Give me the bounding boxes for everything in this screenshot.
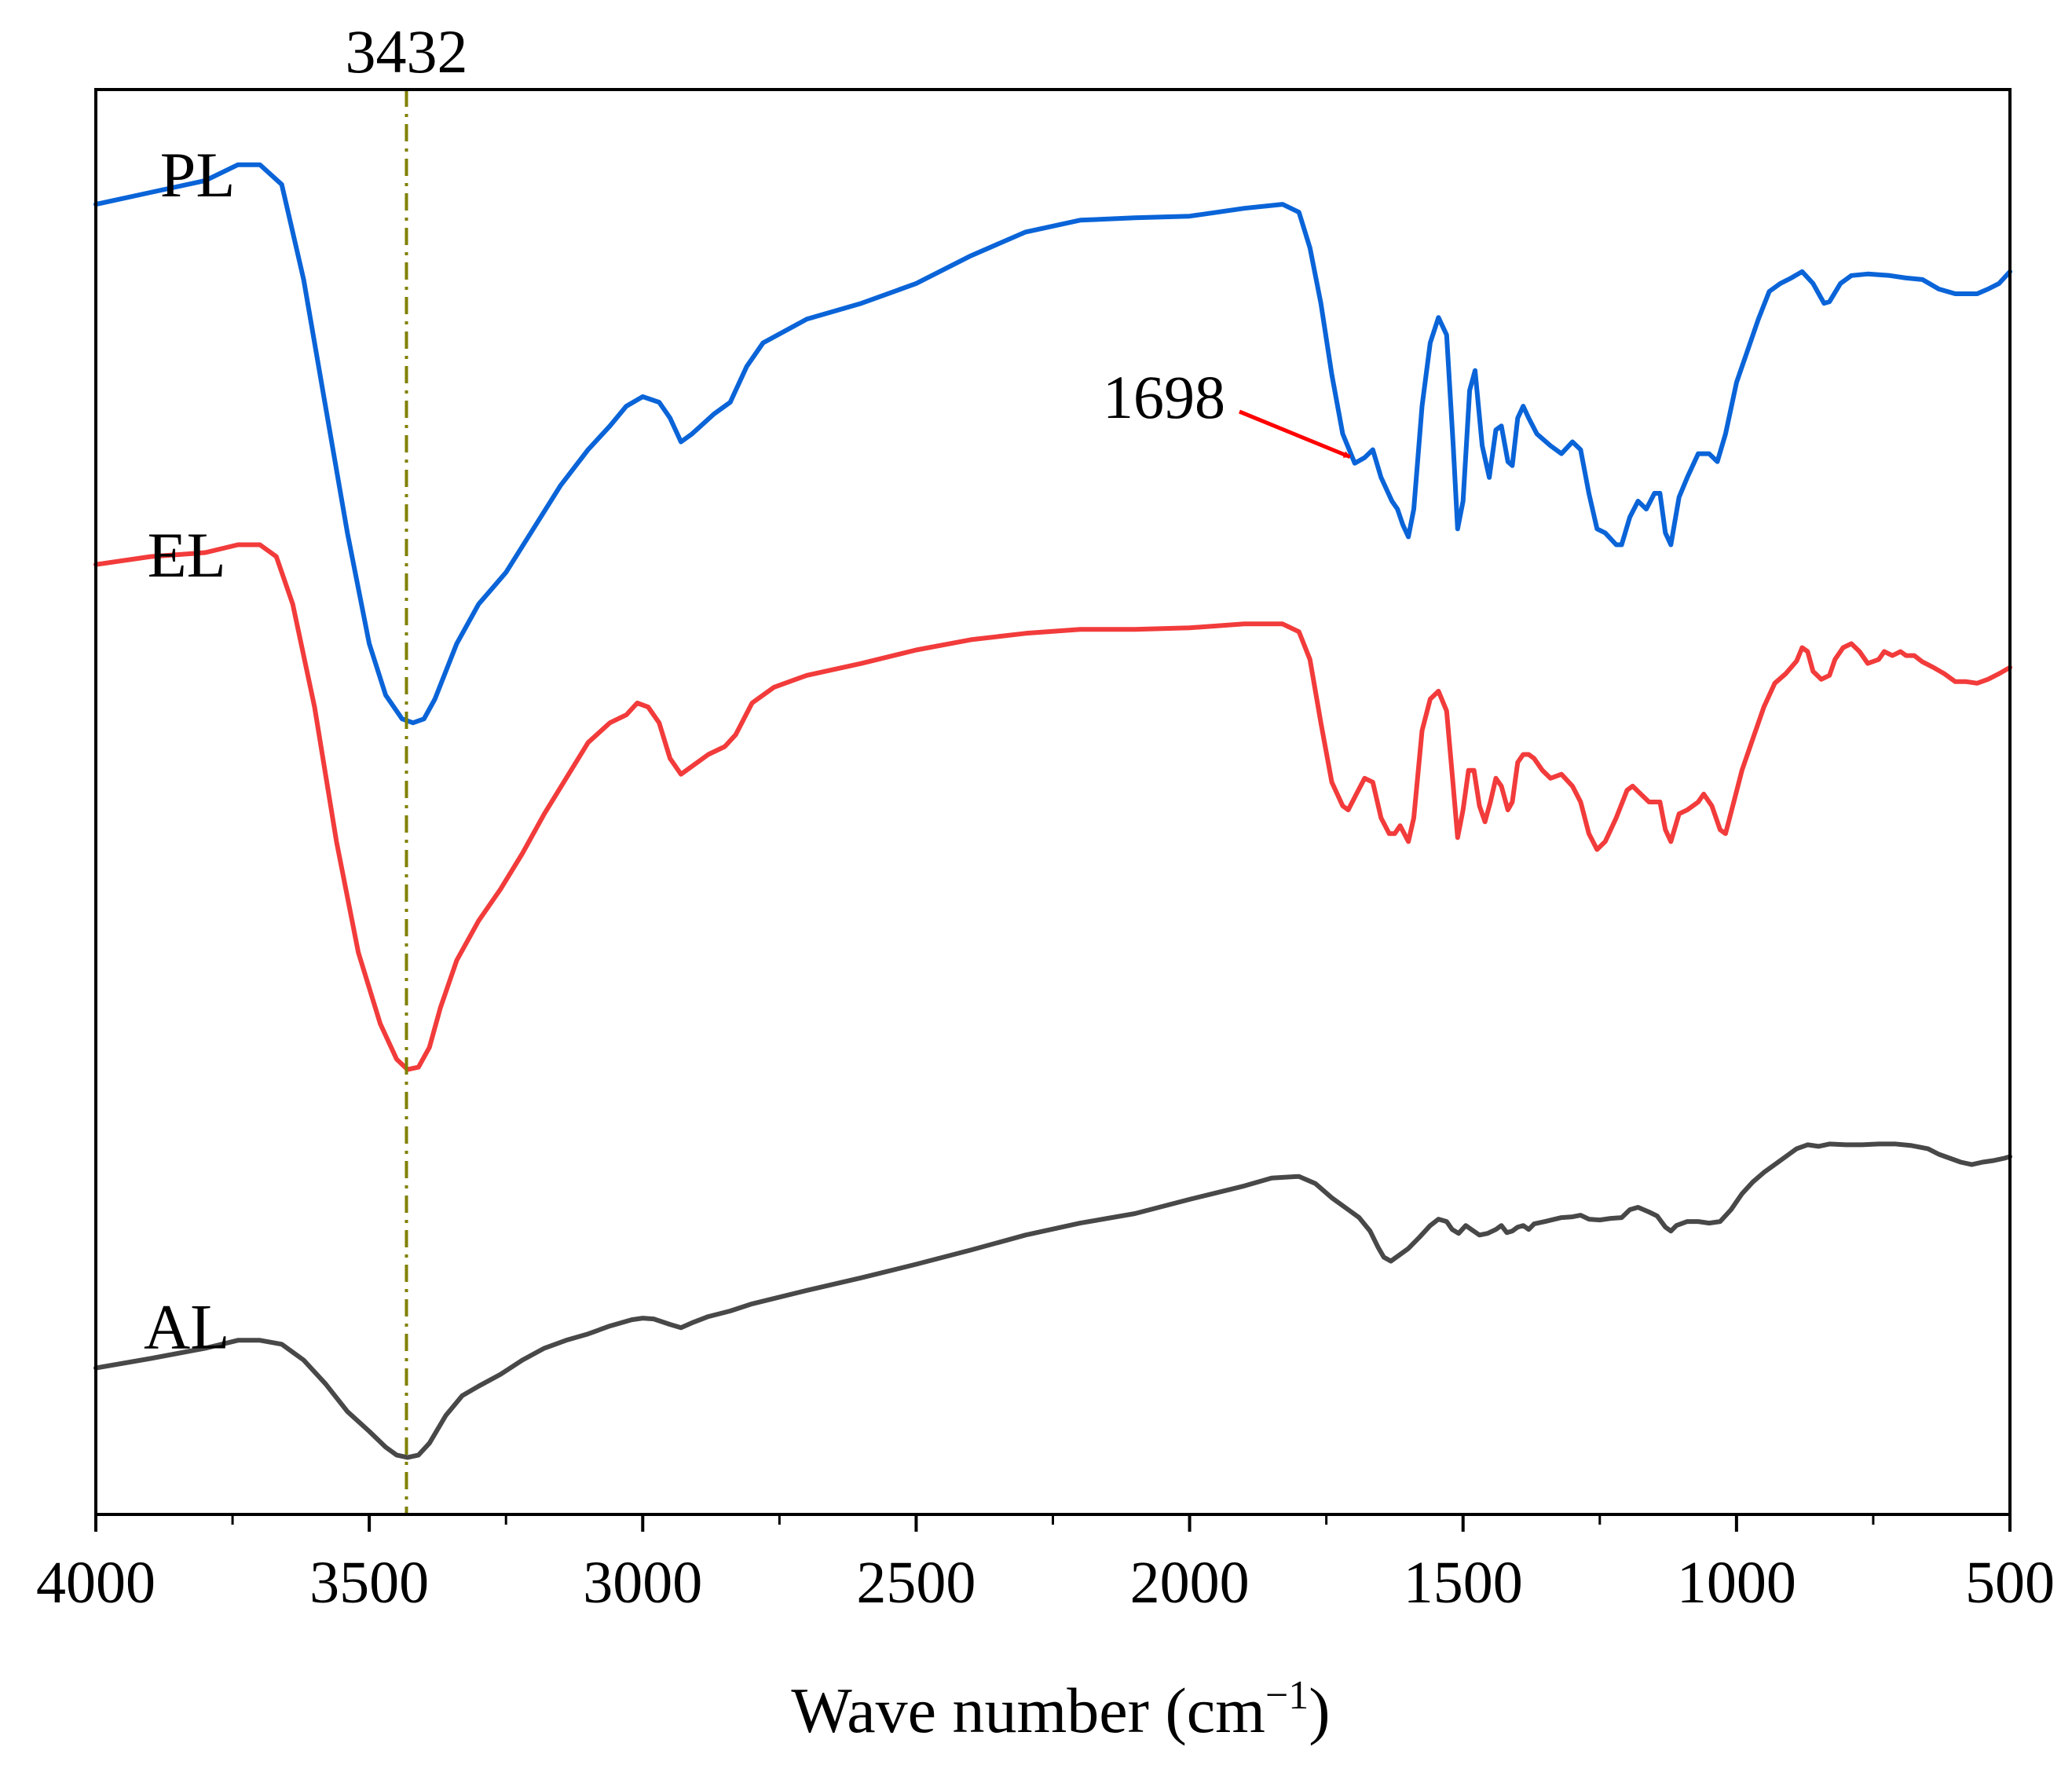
plot-frame — [94, 88, 2012, 1516]
series-label-el: EL — [148, 519, 226, 591]
annotation-label-3432: 3432 — [345, 17, 467, 86]
x-tick-label: 500 — [1965, 1550, 2055, 1616]
series-line-pl — [93, 162, 2012, 726]
x-tick-label: 4000 — [36, 1550, 156, 1616]
x-axis-title: Wave number (cm−1) — [791, 1673, 1330, 1746]
x-tick-label: 3500 — [309, 1550, 429, 1616]
annotation-label-1698: 1698 — [1103, 363, 1225, 431]
x-tick-label: 2000 — [1130, 1550, 1250, 1616]
x-tick-label: 1000 — [1677, 1550, 1796, 1616]
series-line-al — [93, 1141, 2012, 1460]
x-tick-label: 3000 — [583, 1550, 702, 1616]
x-tick-label: 1500 — [1404, 1550, 1523, 1616]
series-label-pl: PL — [160, 139, 236, 211]
x-tick-label: 2500 — [856, 1550, 976, 1616]
series-label-al: AL — [144, 1291, 229, 1362]
series-line-el — [93, 542, 2012, 1072]
annotation-arrow-1698 — [1239, 409, 1351, 459]
